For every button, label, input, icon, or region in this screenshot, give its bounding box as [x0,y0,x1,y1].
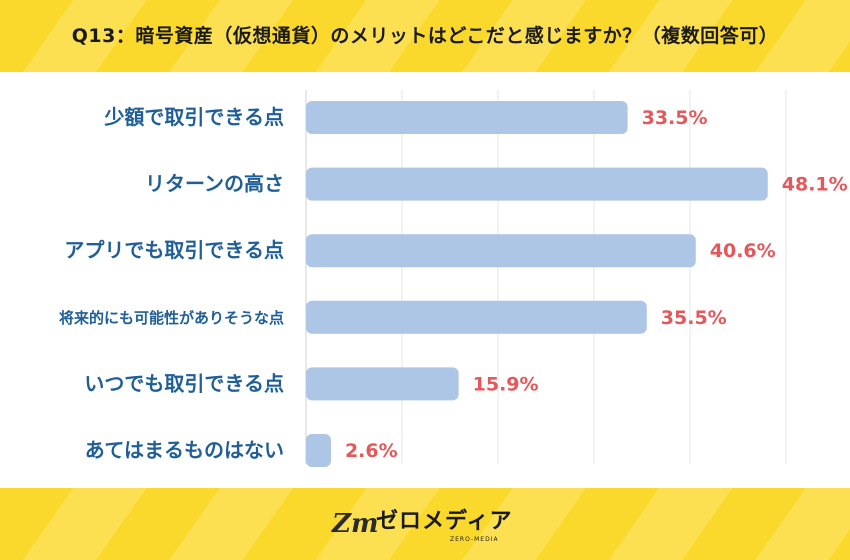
bar [306,234,696,268]
category-label: アプリでも取引できる点 [64,238,284,262]
bar [306,367,459,401]
bar [306,434,331,467]
header-band [0,0,850,72]
data-label: 40.6% [710,240,776,262]
bar [306,300,647,334]
bar [306,101,628,134]
chart-title: Q13：暗号資産（仮想通貨）のメリットはどこだと感じますか？（複数回答可） [71,25,779,47]
data-label: 48.1% [782,174,848,196]
footer-band [0,488,850,560]
category-label: 将来的にも可能性がありそうな点 [59,309,284,327]
category-label: いつでも取引できる点 [84,371,284,395]
bar [306,167,768,201]
brand-name: ゼロメディア [376,509,513,534]
category-label: リターンの高さ [145,172,284,196]
brand-subtitle: ZERO-MEDIA [450,536,499,543]
data-label: 2.6% [345,440,398,462]
data-label: 33.5% [642,107,708,129]
category-label: 少額で取引できる点 [103,105,284,129]
data-label: 35.5% [661,307,727,329]
logo-mark-icon: Zm [332,509,379,539]
bar-chart: 少額で取引できる点 33.5% リターンの高さ 48.1% アプリでも取引できる点 40.… [59,90,848,467]
brand-logo: Zm ゼロメディア ZERO-MEDIA [332,505,532,545]
category-label: あてはまるものはない [85,438,284,462]
data-label: 15.9% [473,373,539,395]
